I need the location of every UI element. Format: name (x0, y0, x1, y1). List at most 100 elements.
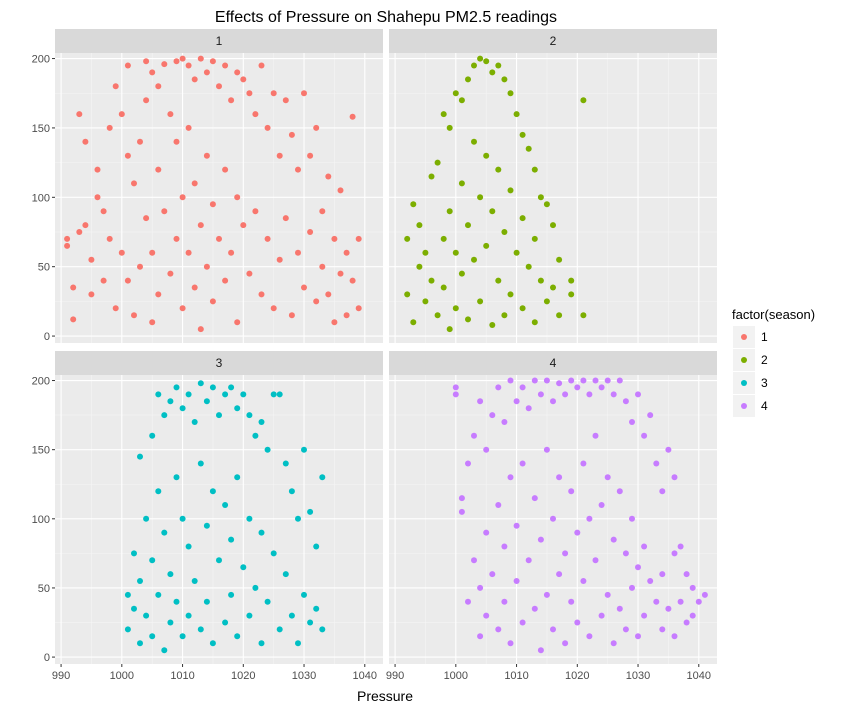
data-point (629, 419, 635, 425)
data-point (629, 584, 635, 591)
data-point (501, 76, 508, 83)
data-point (203, 598, 210, 605)
data-point (465, 460, 471, 467)
data-point (209, 488, 216, 495)
data-point (465, 316, 471, 323)
data-point (288, 131, 295, 138)
data-point (288, 488, 295, 495)
data-point (471, 62, 477, 69)
facet-strip (55, 351, 383, 375)
data-point (252, 208, 259, 215)
data-point (622, 550, 629, 557)
data-point (355, 235, 362, 242)
data-point (671, 550, 678, 557)
x-tick-label: 1020 (231, 670, 255, 682)
data-point (76, 229, 83, 235)
x-tick-label: 1030 (626, 670, 650, 682)
data-point (94, 166, 101, 173)
data-point (240, 222, 247, 229)
y-tick-label: 100 (32, 514, 50, 526)
data-point (252, 111, 259, 118)
data-point (458, 495, 465, 502)
facet-strip-label: 4 (550, 356, 557, 370)
data-point (531, 319, 538, 326)
legend-key (741, 357, 747, 363)
data-point (203, 398, 210, 405)
data-point (586, 391, 593, 398)
data-point (622, 398, 629, 405)
x-tick-label: 990 (52, 670, 70, 682)
data-point (234, 319, 241, 326)
data-point (173, 474, 180, 481)
data-point (483, 152, 490, 159)
data-point (191, 419, 198, 425)
data-point (307, 619, 314, 626)
data-point (556, 474, 563, 481)
data-point (525, 557, 532, 564)
facet-panels: 1 0 50 100 150 200 2 3 0 50 100 150 200 990 1000 1010 10… (32, 29, 717, 682)
data-point (76, 111, 83, 118)
data-point (240, 391, 247, 398)
data-point (440, 235, 447, 242)
series-points-2 (404, 55, 587, 333)
data-point (222, 166, 229, 173)
y-tick-label: 150 (32, 123, 50, 135)
data-point (501, 598, 508, 605)
data-point (301, 90, 307, 97)
data-point (495, 277, 502, 284)
data-point (167, 270, 174, 277)
data-point (131, 550, 137, 557)
data-point (452, 90, 459, 97)
data-point (197, 460, 204, 467)
y-tick-label: 150 (32, 445, 50, 457)
data-point (234, 194, 241, 201)
data-point (149, 319, 156, 326)
data-point (513, 578, 520, 584)
data-point (592, 557, 599, 564)
data-point (82, 138, 89, 145)
x-tick-label: 990 (386, 670, 404, 682)
data-point (70, 316, 77, 323)
data-point (446, 208, 453, 215)
data-point (550, 284, 556, 291)
data-point (495, 384, 502, 391)
data-point (240, 76, 247, 83)
data-point (580, 377, 587, 384)
data-point (556, 256, 563, 263)
facet-panel-1: 1 0 50 100 150 200 (32, 29, 383, 343)
y-tick-label: 0 (44, 331, 50, 343)
data-point (410, 201, 417, 208)
x-tick-label: 1020 (565, 670, 589, 682)
data-point (452, 391, 459, 398)
y-tick-label: 100 (32, 192, 50, 204)
data-point (143, 58, 150, 65)
data-point (465, 222, 471, 229)
data-point (665, 446, 672, 453)
data-point (276, 626, 283, 633)
data-point (349, 113, 356, 120)
data-point (161, 529, 168, 536)
data-point (234, 405, 241, 412)
data-point (137, 578, 143, 584)
data-point (173, 235, 180, 242)
data-point (295, 249, 301, 256)
data-point (258, 529, 265, 536)
data-point (240, 564, 247, 571)
chart-title: Effects of Pressure on Shahepu PM2.5 rea… (215, 9, 557, 26)
data-point (343, 249, 350, 256)
legend-label: 3 (761, 376, 768, 390)
data-point (319, 474, 326, 481)
data-point (604, 474, 611, 481)
data-point (471, 432, 477, 439)
data-point (179, 305, 186, 312)
data-point (203, 69, 210, 76)
facet-strip (389, 351, 717, 375)
data-point (228, 591, 235, 598)
data-point (683, 619, 690, 626)
data-point (416, 222, 423, 229)
data-point (489, 571, 496, 578)
data-point (452, 384, 459, 391)
data-point (477, 194, 484, 201)
data-point (519, 215, 526, 222)
